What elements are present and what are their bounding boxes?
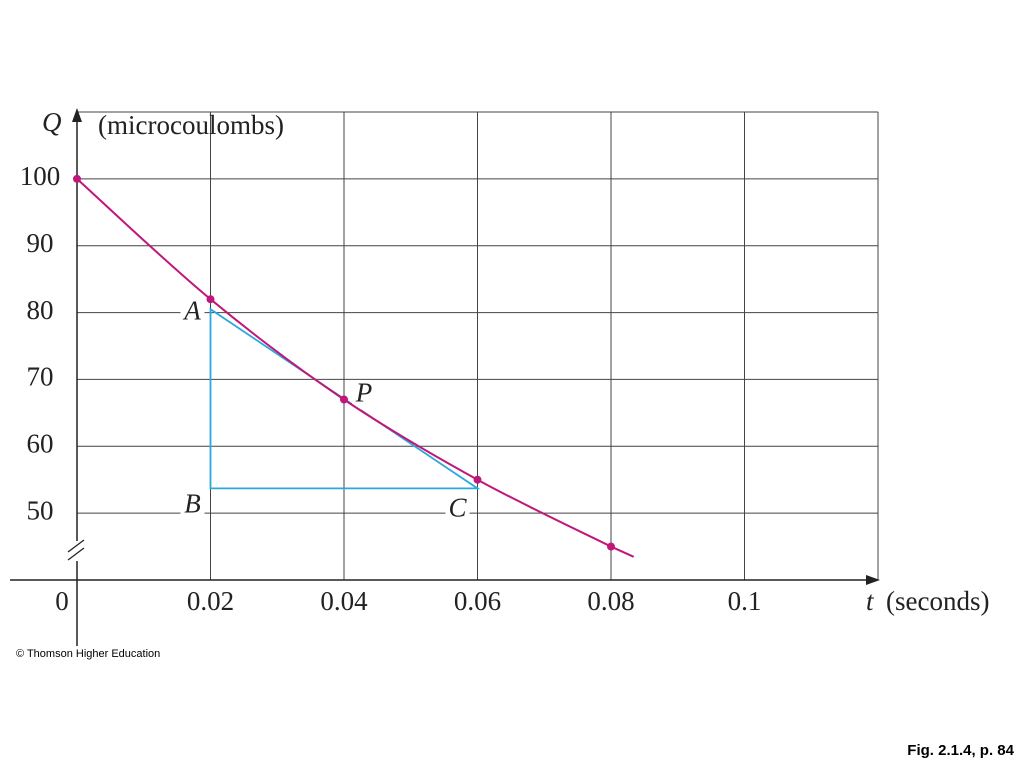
caption: Fig. 2.1.4, p. 84 bbox=[907, 742, 1014, 759]
y-label: (microcoulombs) bbox=[98, 110, 284, 140]
x-label-symbol: t bbox=[866, 586, 875, 616]
y-tick-label: 70 bbox=[27, 362, 54, 392]
data-point bbox=[206, 295, 215, 304]
annotation-label: A bbox=[182, 295, 201, 325]
y-tick-label: 50 bbox=[27, 495, 54, 525]
x-tick-label: 0.06 bbox=[454, 586, 501, 616]
annotation-label: P bbox=[355, 378, 373, 408]
x-label: (seconds) bbox=[886, 586, 989, 616]
curve bbox=[76, 178, 635, 558]
axis-break bbox=[67, 539, 85, 553]
x-tick-label: 0.1 bbox=[728, 586, 762, 616]
x-tick-label: 0.08 bbox=[587, 586, 634, 616]
y-tick-label: 100 bbox=[20, 161, 61, 191]
annotation-bg bbox=[180, 492, 205, 521]
annotation-bg bbox=[445, 496, 470, 525]
data-point bbox=[473, 475, 482, 484]
x-tick-label: 0 bbox=[55, 586, 69, 616]
y-tick-label: 90 bbox=[27, 228, 54, 258]
x-tick-label: 0.02 bbox=[187, 586, 234, 616]
axis-break bbox=[67, 547, 85, 561]
data-point bbox=[607, 542, 615, 551]
y-tick-label: 80 bbox=[27, 295, 54, 325]
annotation-label: C bbox=[448, 493, 467, 523]
y-label-symbol: Q bbox=[42, 107, 62, 137]
axis-break-gap bbox=[70, 541, 84, 561]
credit: © Thomson Higher Education bbox=[16, 648, 160, 660]
y-axis-arrow bbox=[72, 108, 82, 122]
annotation-label: B bbox=[184, 489, 201, 519]
annotation-bg bbox=[180, 299, 205, 328]
data-point bbox=[73, 174, 81, 183]
y-tick-label: 60 bbox=[27, 428, 54, 458]
x-axis-arrow bbox=[866, 575, 880, 585]
data-point bbox=[340, 395, 348, 404]
annotation-bg bbox=[352, 381, 376, 410]
x-tick-label: 0.04 bbox=[320, 586, 368, 616]
